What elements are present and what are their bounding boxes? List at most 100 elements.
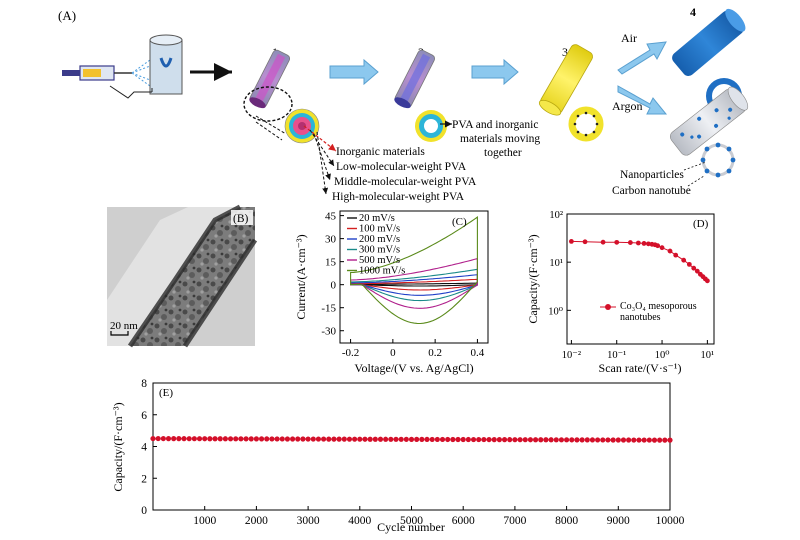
- cycle-data-point: [367, 436, 373, 442]
- x-tick-label: 6000: [452, 515, 475, 527]
- cycle-data-point: [155, 435, 161, 442]
- legend-high-pva: High-molecular-weight PVA: [332, 191, 465, 203]
- cycle-data-point: [383, 436, 389, 442]
- cv-curve-1000-mV-s: [350, 216, 478, 325]
- x-tick-label: 0.4: [471, 347, 485, 359]
- panel-d-label: (D): [693, 218, 709, 230]
- panel-e-cycle-chart: 1000 2000 3000 4000 5000 6000 7000 8000 9000 1000…: [111, 378, 685, 534]
- panel-d-xlabel: Scan rate/(V·s⁻¹): [599, 361, 682, 375]
- x-tick-label: 10⁻¹: [607, 350, 626, 361]
- rate-curve-line: [571, 240, 708, 282]
- cycle-data-point: [595, 437, 601, 443]
- y-tick-label: -15: [321, 303, 336, 315]
- panel-e-tick-layer: 1000 2000 3000 4000 5000 6000 7000 8000 9000 1000…: [141, 378, 684, 527]
- cycle-data-point: [631, 437, 637, 443]
- cycle-data-point: [233, 436, 239, 442]
- rate-data-point: [582, 239, 588, 245]
- cycle-data-point: [424, 436, 430, 443]
- tube-step-1: [249, 49, 291, 109]
- cycle-data-point: [419, 436, 425, 442]
- scale-bar: [110, 331, 129, 336]
- legend-entry: 300 mV/s: [359, 245, 400, 256]
- panel-c-label: (C): [452, 216, 467, 228]
- cycle-data-point: [274, 436, 280, 442]
- rate-data-point: [694, 268, 700, 274]
- cycle-data-point: [289, 436, 296, 442]
- cycle-data-point: [610, 437, 616, 443]
- panel-e-xlabel: Cycle number: [377, 520, 445, 534]
- legend-entry: 500 mV/s: [359, 255, 400, 266]
- rate-data-point: [600, 239, 606, 245]
- x-tick-label: 10¹: [701, 350, 715, 361]
- step-number-4: 4: [690, 5, 696, 19]
- y-tick-label: 10⁰: [548, 306, 563, 317]
- cycle-data-point: [393, 436, 399, 442]
- cycle-data-point: [522, 437, 528, 443]
- x-tick-label: 4000: [348, 515, 371, 527]
- cycle-data-point: [439, 436, 446, 443]
- nanoparticles-label: Nanoparticles: [620, 169, 684, 181]
- arrow-to-air: [617, 41, 667, 75]
- cycle-data-point: [388, 436, 394, 442]
- legend-entry: 200 mV/s: [359, 234, 400, 245]
- cycle-data-point: [641, 437, 647, 443]
- x-tick-label: 3000: [297, 515, 320, 527]
- cycle-data-point: [403, 436, 409, 442]
- x-tick-label: 10⁰: [655, 350, 670, 361]
- x-tick-label: 8000: [555, 515, 578, 527]
- cycle-data-point: [258, 436, 265, 442]
- panel-c-ylabel: Current/(A·cm⁻³): [294, 234, 308, 319]
- panel-c-tick-layer: -0.2 0 0.2 0.4 45 30 15 0 -15 -30: [321, 211, 484, 359]
- cycle-data-point: [160, 435, 166, 442]
- panel-a-label: (A): [58, 8, 76, 23]
- cycle-data-point: [486, 436, 492, 443]
- cycle-data-point: [620, 437, 627, 443]
- x-tick-label: 2000: [245, 515, 268, 527]
- panel-e-label: (E): [159, 387, 173, 399]
- panel-a: (A) 1: [58, 5, 749, 203]
- panel-b-label: (B): [233, 213, 249, 225]
- cycle-data-point: [543, 437, 549, 443]
- cycle-data-point: [295, 436, 301, 442]
- cycle-data-point: [207, 436, 213, 442]
- rate-data-point: [641, 241, 647, 246]
- cycle-data-point: [455, 436, 461, 443]
- legend-entry: 20 mV/s: [359, 213, 395, 224]
- legend-entry: 1000 mV/s: [359, 266, 405, 277]
- cycle-data-point: [331, 436, 337, 442]
- panel-d-tick-layer: 10⁻² 10⁻¹ 10⁰ 10¹ 10² 10¹ 10⁰: [548, 210, 714, 361]
- rate-data-point: [667, 248, 673, 254]
- y-tick-label: 10¹: [549, 258, 563, 269]
- x-tick-label: 9000: [607, 515, 630, 527]
- tube-step-2: [394, 49, 436, 109]
- cycle-data-point: [165, 436, 172, 442]
- y-tick-label: 4: [141, 442, 147, 454]
- cycle-data-point: [341, 436, 347, 442]
- cross-section-step-1: [284, 108, 320, 144]
- rate-data-point: [659, 245, 665, 251]
- cycle-data-point: [227, 436, 234, 442]
- tube-argon-product: [669, 86, 749, 156]
- rate-data-point: [627, 240, 633, 245]
- y-tick-label: 15: [325, 257, 337, 269]
- rate-data-point: [646, 241, 651, 247]
- cycle-data-point: [465, 436, 471, 443]
- x-tick-label: 10⁻²: [562, 350, 581, 361]
- cycle-data-point: [171, 436, 177, 442]
- panel-c-xlabel: Voltage/(V vs. Ag/AgCl): [354, 361, 473, 375]
- panel-d-legend-text: Co₃O₄ mesoporous nanotubes: [620, 301, 697, 323]
- cycle-data-point: [651, 437, 658, 443]
- x-tick-label: 0: [390, 347, 396, 359]
- cycle-data-point: [377, 436, 384, 442]
- y-tick-label: 2: [141, 473, 147, 485]
- x-tick-label: 7000: [503, 515, 526, 527]
- cycle-data-point: [569, 437, 575, 443]
- cycle-data-point: [222, 436, 228, 442]
- legend-low-pva: Low-molecular-weight PVA: [336, 161, 467, 173]
- cycle-data-point: [372, 436, 378, 442]
- cycle-data-point: [181, 436, 187, 442]
- cycle-data-point: [212, 436, 218, 442]
- tube-air-product: [672, 8, 746, 77]
